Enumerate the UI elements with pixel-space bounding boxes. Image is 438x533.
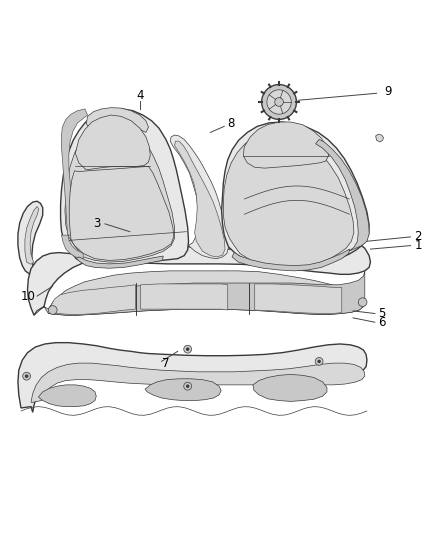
Polygon shape	[69, 166, 174, 261]
Polygon shape	[222, 122, 369, 269]
Circle shape	[25, 375, 28, 378]
Circle shape	[261, 85, 297, 119]
Polygon shape	[141, 284, 228, 310]
Polygon shape	[253, 375, 327, 401]
Polygon shape	[18, 343, 367, 413]
Polygon shape	[34, 271, 365, 315]
Polygon shape	[60, 109, 188, 266]
Text: 8: 8	[227, 117, 235, 130]
Circle shape	[23, 372, 31, 380]
Circle shape	[358, 298, 367, 306]
Polygon shape	[376, 134, 384, 142]
Polygon shape	[223, 133, 354, 268]
Polygon shape	[86, 108, 148, 133]
Circle shape	[184, 382, 191, 390]
Text: 3: 3	[93, 217, 101, 230]
Polygon shape	[145, 379, 221, 400]
Text: 5: 5	[378, 307, 386, 320]
Polygon shape	[31, 363, 365, 402]
Polygon shape	[75, 115, 150, 170]
Text: 7: 7	[162, 357, 170, 369]
Circle shape	[186, 384, 189, 388]
Circle shape	[186, 348, 189, 351]
Text: 9: 9	[384, 85, 392, 98]
Polygon shape	[48, 271, 365, 315]
Polygon shape	[244, 122, 328, 168]
Polygon shape	[254, 284, 342, 313]
Polygon shape	[25, 206, 39, 264]
Polygon shape	[51, 285, 135, 314]
Polygon shape	[316, 140, 369, 251]
Text: 1: 1	[415, 239, 422, 252]
Polygon shape	[76, 256, 163, 268]
Polygon shape	[18, 201, 43, 277]
Text: 6: 6	[378, 316, 386, 329]
Polygon shape	[39, 385, 96, 407]
Polygon shape	[61, 109, 88, 259]
Circle shape	[267, 90, 291, 114]
Text: 2: 2	[415, 230, 422, 244]
Circle shape	[48, 305, 57, 314]
Text: 10: 10	[21, 289, 36, 303]
Polygon shape	[65, 120, 175, 262]
Text: 4: 4	[136, 90, 144, 102]
Circle shape	[318, 360, 321, 363]
Circle shape	[315, 358, 323, 365]
Polygon shape	[170, 135, 229, 259]
Polygon shape	[28, 238, 371, 315]
Polygon shape	[232, 249, 350, 271]
Circle shape	[275, 98, 283, 107]
Polygon shape	[34, 271, 41, 279]
Circle shape	[184, 345, 191, 353]
Polygon shape	[175, 141, 225, 257]
